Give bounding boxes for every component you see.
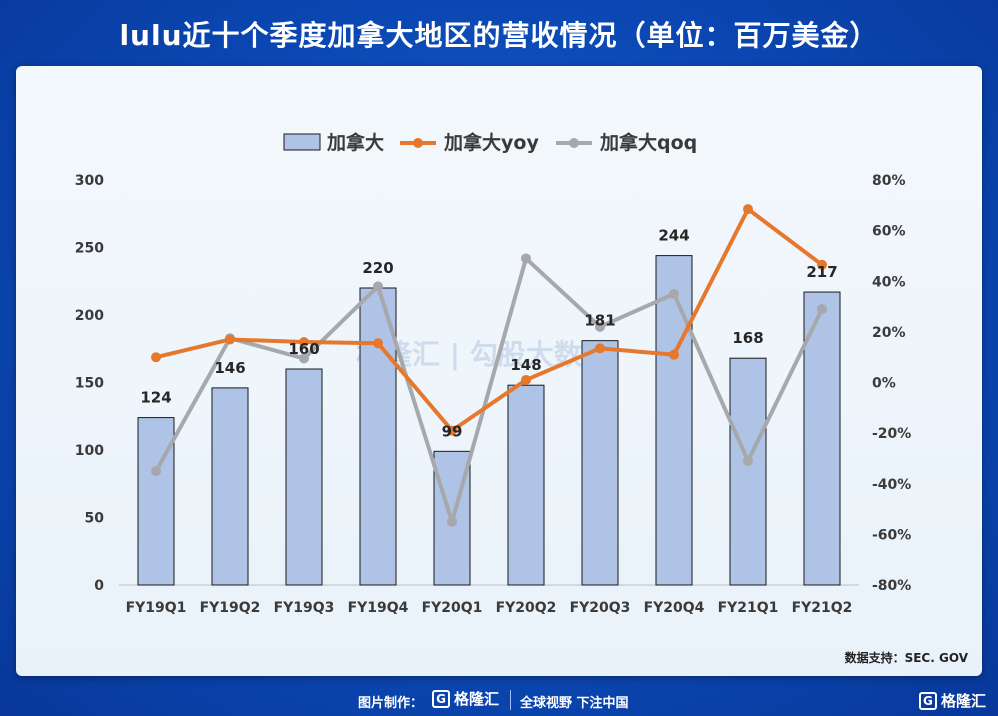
yoy-point [225,334,235,345]
x-tick-label: FY20Q2 [496,600,557,616]
qoq-point [595,321,605,332]
right-tick-label: 0% [872,376,896,392]
qoq-point [521,253,531,264]
x-tick-label: FY21Q2 [792,600,853,616]
footer-divider [510,690,511,710]
legend-label: 加拿大yoy [443,131,539,154]
legend-bar-swatch [283,133,321,151]
right-tick-label: -60% [872,527,911,543]
legend-label: 加拿大 [326,131,384,154]
bar [137,417,175,586]
left-tick-label: 0 [94,578,104,594]
corner-logo-icon: G [918,691,937,710]
footer-slogan: 全球视野 下注中国 [520,696,629,711]
bar [581,340,619,586]
corner-logo-text: 格隆汇 [940,692,986,710]
yoy-line [155,207,824,433]
x-tick-label: FY20Q1 [422,600,483,616]
bar [507,384,545,586]
right-tick-label: -40% [872,477,911,493]
data-source: 数据支持：SEC. GOV [844,651,968,665]
page-title: lulu近十个季度加拿大地区的营收情况（单位：百万美金） [119,19,879,52]
bar-value-label: 217 [806,263,837,281]
yoy-point [151,352,161,363]
yoy-point [595,343,605,354]
left-tick-label: 200 [75,308,104,324]
qoq-point [447,516,457,527]
bar-value-label: 220 [362,259,393,277]
yoy-point [447,425,457,436]
qoq-point [669,288,679,299]
yoy-point [743,204,753,215]
bar-value-label: 146 [214,359,245,377]
yoy-point [817,259,827,270]
bar-value-label: 244 [658,227,689,245]
left-tick-label: 50 [85,511,105,527]
footer-bar: 图片制作： G 格隆汇 全球视野 下注中国 G 格隆汇 [0,686,998,716]
chart-panel: 格隆汇 | 勾股大数据 0 50 100 150 200 250 300 -80% -60% -4… [16,66,982,676]
x-tick-label: FY19Q3 [274,600,335,616]
qoq-point [373,281,383,292]
chart-svg: 格隆汇 | 勾股大数据 050100150200250300-80%-60%-4… [75,131,912,616]
x-tick-label: FY20Q4 [644,600,705,616]
bar-value-label: 124 [140,389,171,407]
left-tick-label: 100 [75,443,104,459]
x-tick-label: FY20Q3 [570,600,631,616]
qoq-line [154,256,824,524]
x-tick-label: FY19Q4 [348,600,409,616]
made-by-label: 图片制作： [358,696,424,711]
bar [285,368,323,586]
right-tick-label: -80% [872,578,911,594]
bar-value-label: 168 [732,329,763,347]
x-tick-label: FY19Q1 [126,600,187,616]
x-tick-label: FY19Q2 [200,600,261,616]
qoq-point [817,304,827,315]
logo-icon: G [432,689,450,708]
left-tick-label: 300 [75,173,104,189]
logo-text: 格隆汇 [454,690,500,708]
right-tick-label: 40% [872,274,906,290]
qoq-point [743,455,753,466]
right-tick-label: 20% [872,325,906,341]
bar-value-label: 99 [442,422,463,440]
yoy-point [373,338,383,349]
right-tick-label: 80% [872,173,906,189]
bar [655,255,693,586]
left-tick-label: 250 [75,241,104,257]
bar-value-label: 160 [288,340,319,358]
corner-logo: G 格隆汇 [918,690,986,711]
bar [803,291,841,586]
legend-yoy-marker [413,138,423,148]
legend-label: 加拿大qoq [599,131,697,154]
qoq-point [151,466,161,477]
yoy-point [521,374,531,385]
left-tick-label: 150 [75,376,104,392]
bar [211,387,249,586]
x-tick-label: FY21Q1 [718,600,779,616]
legend-qoq-marker [569,138,579,148]
bar [359,287,397,586]
yoy-point [299,337,309,347]
bar [729,357,767,586]
footer-logo: G 格隆汇 [432,688,499,709]
qoq-point [299,353,309,364]
right-tick-label: 60% [872,224,906,240]
right-tick-label: -20% [872,426,911,442]
bar-value-label: 148 [510,356,541,374]
bar-value-label: 181 [584,312,615,330]
yoy-point [669,349,679,360]
